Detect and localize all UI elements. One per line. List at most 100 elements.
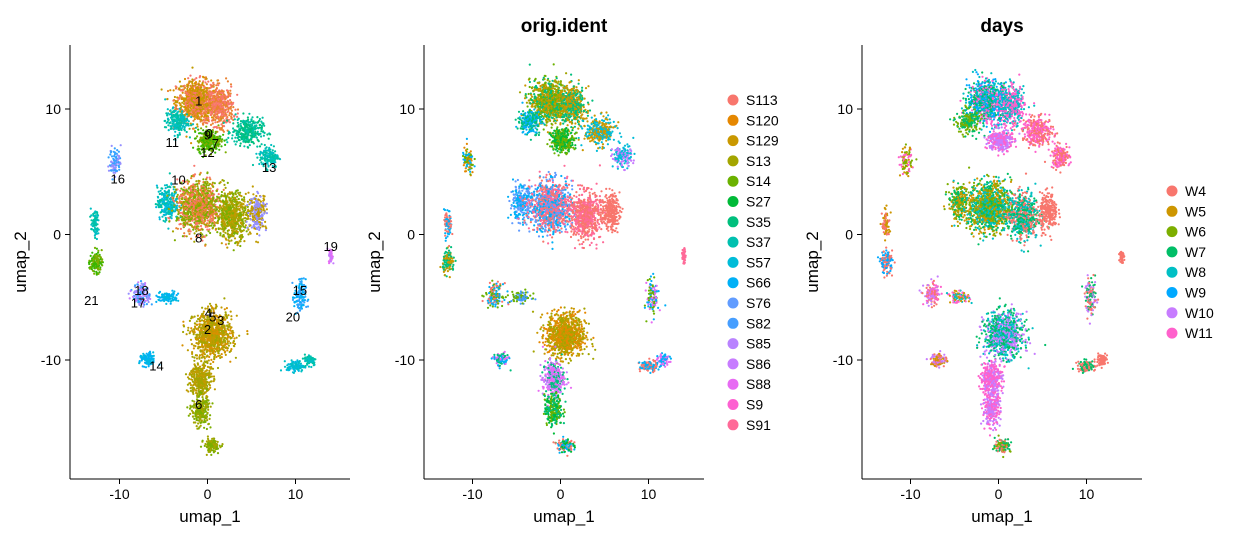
data-point — [231, 137, 233, 139]
data-point — [196, 123, 198, 125]
data-point — [234, 137, 236, 139]
data-point — [198, 116, 200, 118]
data-point — [266, 152, 268, 154]
data-point — [195, 114, 197, 116]
data-point — [243, 240, 245, 242]
data-point — [175, 220, 177, 222]
data-point — [236, 204, 238, 206]
data-point — [168, 122, 170, 124]
data-point — [256, 205, 258, 207]
data-point — [223, 297, 225, 299]
data-point — [189, 128, 191, 130]
data-point — [226, 224, 228, 226]
umap-clusters-panel: 0123456789101112131415161718192021-10 0 10… — [11, 45, 350, 526]
data-point — [217, 79, 219, 81]
data-point — [181, 119, 183, 121]
data-point — [221, 95, 223, 97]
data-point — [265, 155, 267, 157]
data-point — [181, 110, 183, 112]
data-point — [197, 189, 199, 191]
data-point — [188, 120, 190, 122]
data-point — [177, 116, 179, 118]
data-point — [224, 192, 226, 194]
data-point — [180, 85, 182, 87]
data-point — [198, 110, 200, 112]
data-point — [186, 124, 188, 126]
data-point — [177, 108, 179, 110]
data-point — [191, 225, 193, 227]
data-point — [218, 207, 220, 209]
data-point — [199, 88, 201, 90]
data-point — [254, 128, 256, 130]
data-point — [180, 215, 182, 217]
data-point — [228, 131, 230, 133]
data-point — [207, 203, 209, 205]
data-point — [237, 242, 239, 244]
data-point — [177, 119, 179, 121]
data-point — [168, 217, 170, 219]
data-point — [181, 201, 183, 203]
data-point — [179, 81, 181, 83]
data-point — [238, 208, 240, 210]
data-point — [168, 194, 170, 196]
data-point — [205, 195, 207, 197]
data-point — [246, 230, 248, 232]
data-point — [202, 187, 204, 189]
data-point — [236, 94, 238, 96]
data-point — [233, 140, 235, 142]
data-point — [230, 101, 232, 103]
data-point — [194, 138, 196, 140]
data-point — [183, 201, 185, 203]
data-point — [165, 219, 167, 221]
data-point — [208, 100, 210, 102]
data-point — [236, 214, 238, 216]
data-point — [182, 235, 184, 237]
data-point — [224, 119, 226, 121]
data-point — [181, 198, 183, 200]
data-point — [224, 113, 226, 115]
data-point — [182, 121, 184, 123]
data-point — [176, 207, 178, 209]
data-point — [157, 204, 159, 206]
data-point — [177, 228, 179, 230]
data-point — [217, 116, 219, 118]
data-point — [190, 213, 192, 215]
data-point — [164, 210, 166, 212]
data-point — [222, 129, 224, 131]
data-point — [224, 227, 226, 229]
data-point — [215, 101, 217, 103]
data-point — [210, 191, 212, 193]
data-point — [201, 219, 203, 221]
data-point — [242, 203, 244, 205]
data-point — [245, 224, 247, 226]
data-point — [189, 211, 191, 213]
data-point — [258, 199, 260, 201]
data-point — [155, 206, 157, 208]
data-point — [236, 199, 238, 201]
data-point — [229, 191, 231, 193]
data-point — [230, 318, 232, 320]
data-point — [196, 218, 198, 220]
data-point — [234, 213, 236, 215]
data-point — [207, 225, 209, 227]
data-point — [187, 190, 189, 192]
data-point — [258, 140, 260, 142]
data-point — [258, 226, 260, 228]
data-point — [266, 146, 268, 148]
data-point — [201, 201, 203, 203]
data-point — [230, 93, 232, 95]
data-point — [160, 187, 162, 189]
data-point — [263, 209, 265, 211]
data-point — [247, 192, 249, 194]
data-point — [236, 141, 238, 143]
data-point — [247, 218, 249, 220]
data-point — [247, 212, 249, 214]
data-point — [186, 333, 188, 335]
data-point — [221, 179, 223, 181]
data-point — [190, 230, 192, 232]
scatter-points — [88, 67, 335, 457]
data-point — [190, 206, 192, 208]
data-point — [189, 81, 191, 83]
data-point — [213, 126, 215, 128]
